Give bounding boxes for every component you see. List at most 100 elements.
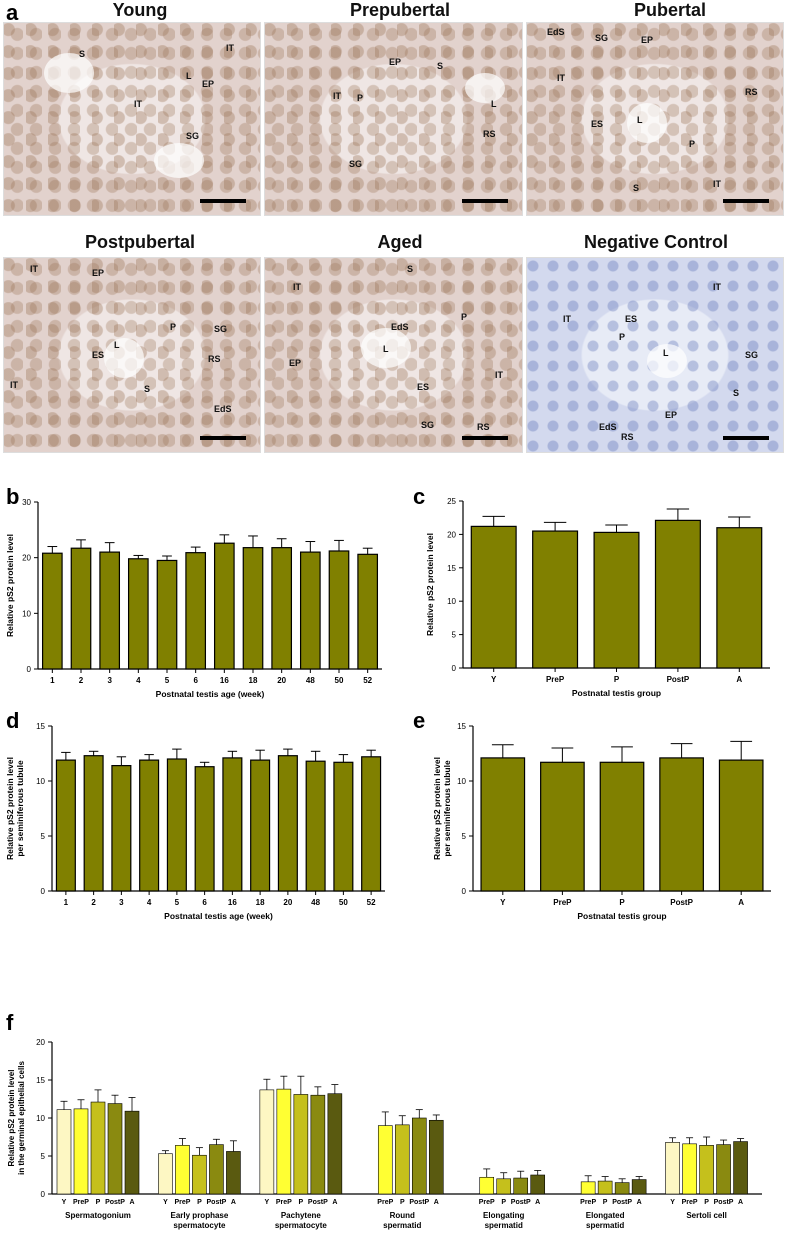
bar	[333, 761, 354, 892]
tissue-label: P	[170, 322, 177, 332]
bar	[614, 1182, 630, 1195]
y-tick-label: 15	[447, 564, 456, 573]
x-tick-label: 2	[79, 676, 84, 685]
scale-bar	[723, 199, 769, 203]
x-tick-label: PostP	[511, 1199, 531, 1206]
tissue-label: SG	[421, 420, 435, 430]
group-label: Early prophase	[171, 1211, 229, 1220]
tissue-label: S	[733, 388, 740, 398]
y-axis-label: in the germinal epithelial cells	[17, 1061, 26, 1175]
bar	[226, 1151, 241, 1195]
group-label: Spermatogonium	[65, 1211, 131, 1220]
bar	[580, 1181, 596, 1195]
bar	[271, 547, 293, 670]
bar	[470, 525, 517, 669]
y-axis-label: Relative pS2 protein level	[5, 534, 15, 637]
x-tick-label: PostP	[409, 1199, 429, 1206]
y-tick-label: 0	[452, 664, 457, 673]
x-tick-label: A	[738, 1199, 743, 1206]
x-tick-label: PostP	[207, 1199, 227, 1206]
bar	[411, 1117, 427, 1195]
x-tick-label: 5	[175, 898, 180, 907]
x-tick-label: 6	[193, 676, 198, 685]
x-tick-label: 20	[283, 898, 292, 907]
y-tick-label: 5	[41, 1152, 46, 1161]
group-label: spermatid	[383, 1221, 421, 1230]
tissue-label: RS	[621, 432, 634, 442]
x-axis-label: Postnatal testis group	[577, 911, 666, 921]
tissue-label: S	[144, 384, 151, 394]
group-label: spermatocyte	[173, 1221, 226, 1230]
x-axis-label: Postnatal testis age (week)	[156, 689, 265, 699]
x-tick-label: A	[535, 1199, 540, 1206]
y-axis-label: per seminiferous tubule	[442, 760, 452, 857]
tissue-label: L	[383, 344, 389, 354]
x-axis-label: Postnatal testis age (week)	[164, 911, 273, 921]
tissue-label: SG	[595, 33, 609, 43]
group-label: spermatocyte	[275, 1221, 328, 1230]
y-tick-label: 15	[36, 1076, 45, 1085]
image-title-young: Young	[112, 0, 168, 20]
x-tick-label: P	[619, 898, 625, 907]
y-tick-label: 10	[457, 777, 466, 786]
x-tick-label: 50	[339, 898, 348, 907]
bar	[213, 542, 235, 670]
x-tick-label: 4	[147, 898, 152, 907]
bar	[139, 759, 160, 892]
panel-letter-d: d	[6, 708, 20, 733]
tissue-label: P	[689, 139, 696, 149]
tissue-label: IT	[495, 370, 503, 380]
tissue-label: P	[357, 93, 364, 103]
tissue-label: IT	[713, 179, 721, 189]
bar	[716, 1144, 731, 1195]
bar	[90, 1101, 106, 1195]
y-tick-label: 0	[462, 887, 467, 896]
chart-b: 0 10 20 30 1 2 3 4 5 6 16 18 20 48 50 52 Postnatal testi…	[5, 498, 382, 699]
y-tick-label: 20	[447, 530, 456, 539]
x-tick-label: PreP	[682, 1199, 698, 1206]
y-tick-label: 25	[447, 497, 456, 506]
panel-letter-c: c	[413, 484, 426, 509]
scale-bar	[462, 436, 508, 440]
bar	[209, 1144, 224, 1195]
x-tick-label: 1	[50, 676, 55, 685]
x-tick-label: A	[129, 1199, 134, 1206]
micrograph-young: S IT L EP IT SG	[3, 22, 261, 216]
y-tick-label: 20	[22, 554, 31, 563]
y-tick-label: 10	[22, 609, 31, 618]
chart-f: 0 5 10 15 20 Y PreP P PostP A Spermatogonium Y PreP P…	[7, 1038, 762, 1230]
y-tick-label: 10	[36, 777, 45, 786]
x-tick-label: A	[736, 675, 742, 684]
tissue-label: S	[633, 183, 640, 193]
x-tick-label: A	[738, 898, 744, 907]
tissue-label: IT	[226, 43, 234, 53]
x-tick-label: 52	[367, 898, 376, 907]
panel-letter-b: b	[6, 484, 20, 509]
bar	[99, 551, 121, 670]
micrograph-aged: S IT EdS P L EP ES IT SG RS	[264, 257, 523, 453]
x-tick-label: 18	[256, 898, 265, 907]
tissue-label: EdS	[599, 422, 617, 432]
x-tick-label: P	[197, 1199, 202, 1206]
bar	[593, 531, 640, 669]
y-tick-label: 0	[41, 1190, 46, 1199]
x-tick-label: 16	[220, 676, 229, 685]
bar	[659, 757, 704, 892]
x-tick-label: 1	[64, 898, 69, 907]
group-label: spermatid	[485, 1221, 523, 1230]
tissue-label: EP	[202, 79, 215, 89]
panel-letter-e: e	[413, 708, 426, 733]
tissue-label: EP	[289, 358, 302, 368]
bar	[242, 547, 264, 670]
tissue-label: RS	[483, 129, 496, 139]
micrograph-postpubertal: IT EP P SG L ES RS S IT EdS	[3, 257, 261, 453]
bar	[259, 1089, 275, 1195]
micrograph-negative-control: IT IT ES P L SG S EP EdS RS	[526, 257, 784, 453]
y-tick-label: 30	[22, 498, 31, 507]
bar	[310, 1094, 326, 1195]
x-tick-label: 48	[306, 676, 315, 685]
bar	[185, 552, 207, 670]
tissue-label: RS	[208, 354, 221, 364]
y-tick-label: 0	[41, 887, 46, 896]
x-tick-label: PreP	[553, 898, 572, 907]
